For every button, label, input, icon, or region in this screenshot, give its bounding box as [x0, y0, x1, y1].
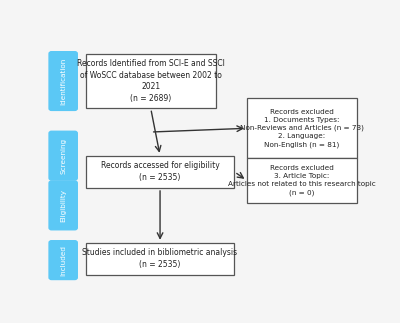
Text: Included: Included [60, 245, 66, 276]
FancyBboxPatch shape [247, 158, 357, 203]
FancyBboxPatch shape [86, 54, 216, 109]
FancyBboxPatch shape [49, 52, 77, 110]
FancyBboxPatch shape [49, 181, 77, 230]
Text: Records accessed for eligibility
(n = 2535): Records accessed for eligibility (n = 25… [101, 162, 220, 182]
FancyBboxPatch shape [86, 243, 234, 275]
Text: Studies included in bibliometric analysis
(n = 2535): Studies included in bibliometric analysi… [82, 248, 238, 269]
FancyBboxPatch shape [49, 241, 77, 279]
Text: Records Identified from SCI-E and SSCI
of WoSCC database between 2002 to
2021
(n: Records Identified from SCI-E and SSCI o… [77, 59, 225, 103]
Text: Screening: Screening [60, 138, 66, 174]
Text: Identification: Identification [60, 57, 66, 105]
Text: Records excluded
3. Article Topic:
Articles not related to this research topic
(: Records excluded 3. Article Topic: Artic… [228, 165, 376, 196]
FancyBboxPatch shape [86, 156, 234, 188]
Text: Records excluded
1. Documents Types:
Non-Reviews and Articles (n = 73)
2. Langua: Records excluded 1. Documents Types: Non… [240, 109, 364, 148]
Text: Eligibility: Eligibility [60, 189, 66, 222]
FancyBboxPatch shape [49, 131, 77, 180]
FancyBboxPatch shape [247, 99, 357, 158]
